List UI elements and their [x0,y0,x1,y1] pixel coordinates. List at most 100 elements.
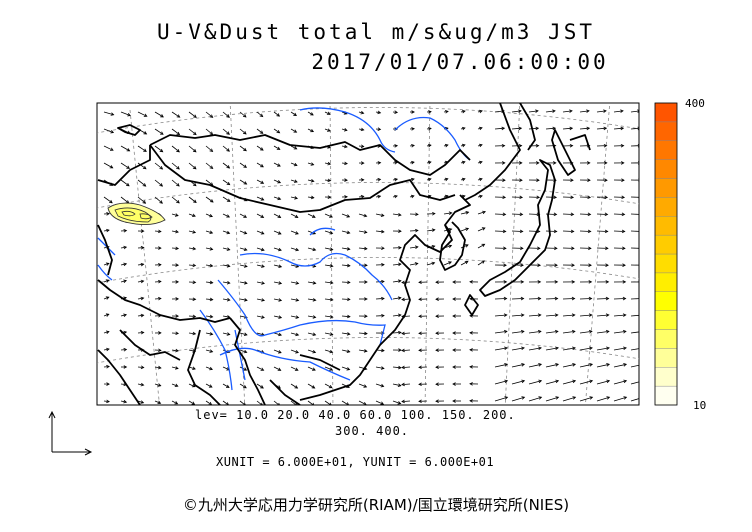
wind-arrow-head [553,161,557,165]
wind-arrow-head [604,195,609,200]
wind-arrow-head [106,382,110,386]
wind-arrow [545,314,558,317]
wind-arrow [307,230,316,235]
wind-arrow [256,162,264,168]
wind-arrow [477,227,486,232]
wind-arrow-head [502,178,506,182]
wind-arrow [460,211,469,215]
wind-arrow-head [444,177,449,182]
wind-arrow-head [346,263,351,268]
wind-arrow [273,332,282,336]
wind-arrow [154,179,163,187]
wind-arrow [103,331,110,334]
wind-arrow-head [411,127,415,131]
wind-arrow [392,297,401,300]
wind-arrow-head [175,314,180,318]
wind-arrow-head [461,126,466,131]
wind-arrow [256,366,264,371]
wind-arrow-head [105,313,110,317]
wind-arrow [392,332,402,334]
wind-arrow [392,263,401,266]
wind-arrow [545,110,556,113]
wind-arrow [358,383,367,388]
wind-arrow-head [418,331,422,336]
wind-arrow [409,246,418,249]
wind-arrow-head [431,228,436,232]
wind-arrow-head [622,280,627,284]
wind-arrow-head [502,229,507,234]
wind-arrow-head [605,329,610,334]
wind-arrow-head [312,264,317,268]
wind-arrow-head [398,245,402,250]
wind-arrow-head [621,195,626,200]
wind-arrow-head [260,231,265,235]
wind-arrow-head [123,245,128,250]
wind-arrow-head [140,296,145,301]
wind-arrow-head [381,263,385,267]
wind-arrow-head [192,280,197,285]
wind-arrow-head [175,348,179,353]
wind-arrow [401,298,411,300]
wind-arrow [630,110,639,113]
wind-arrow-head [363,230,368,234]
wind-arrow [596,110,607,113]
wind-arrow-head [623,363,628,367]
wind-arrow-head [242,114,247,118]
wind-arrow [392,314,401,317]
wind-arrow-head [482,210,487,215]
wind-arrow-head [604,229,609,234]
wind-arrow [562,396,576,402]
chart-timestamp: 2017/01/07.06:00:00 [311,50,609,74]
wind-arrow [375,230,384,233]
chart-title: U-V&Dust total m/s&ug/m3 JST [156,20,595,44]
wind-arrow [528,380,542,385]
wind-arrow-head [435,399,439,403]
wind-arrow [222,196,231,202]
wind-arrow-head [158,279,162,284]
wind-arrow-head [192,297,197,301]
wind-arrow-head [106,399,110,404]
wind-arrow-head [209,230,214,234]
wind-arrow-head [259,130,264,134]
wind-arrow-head [398,348,402,352]
wind-arrow-head [312,315,317,319]
wind-arrow-head [326,111,331,115]
colorbar-swatch [654,216,678,236]
wind-arrow-head [310,112,314,116]
wind-arrow [256,400,263,405]
wind-arrow-head [175,331,180,336]
wind-arrow-head [570,212,575,217]
wind-arrow-head [418,314,422,319]
wind-arrow [358,213,367,217]
wind-arrow-head [175,263,180,267]
wind-arrow-head [158,348,162,353]
wind-arrow [528,314,541,317]
wind-arrow [171,247,179,249]
wind-arrow-head [140,229,145,233]
wind-arrow-head [346,349,351,353]
colorbar-swatch [654,121,678,141]
wind-arrow-head [640,330,643,333]
wind-arrow-head [209,148,214,153]
wind-arrow [205,315,213,318]
wind-arrow [222,383,230,388]
wind-arrow-head [452,280,456,284]
wind-arrow [290,196,298,199]
wind-arrow [562,127,573,130]
wind-arrow-head [535,109,539,113]
wind-arrow-head [344,195,348,199]
wind-arrow-head [109,199,113,204]
wind-arrow-head [176,166,180,170]
wind-arrow-head [209,199,214,203]
wind-arrow-head [555,363,560,367]
wind-arrow [613,230,625,232]
wind-arrow-head [209,349,214,353]
wind-arrow-head [363,213,368,218]
wind-arrow-head [364,280,368,284]
wind-arrow-head [209,114,214,118]
wind-arrow [205,349,213,353]
wind-arrow-head [536,195,541,200]
wind-arrow-head [277,231,282,235]
colorbar-swatch [654,272,678,292]
wind-arrow-head [364,246,368,251]
